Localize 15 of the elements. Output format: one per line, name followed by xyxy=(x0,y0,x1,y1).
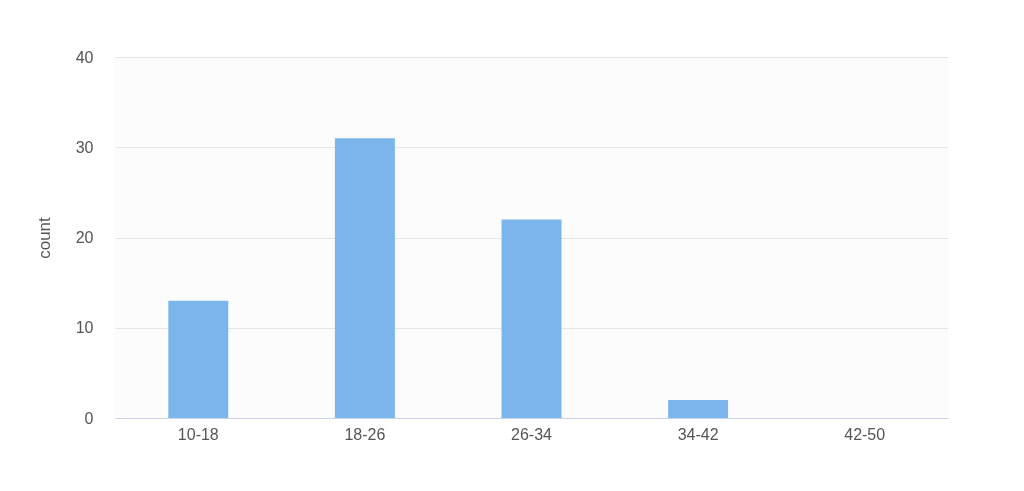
bar xyxy=(334,138,395,418)
y-tick-label: 20 xyxy=(75,229,94,246)
y-tick-label: 0 xyxy=(84,409,94,427)
y-axis-title: count xyxy=(34,216,54,259)
x-tick-label: 26-34 xyxy=(511,425,553,443)
x-tick-label: 18-26 xyxy=(344,425,386,443)
x-tick-label: 10-18 xyxy=(177,425,219,443)
y-tick-label: 10 xyxy=(75,319,94,337)
bar xyxy=(168,300,229,418)
x-tick-label: 34-42 xyxy=(677,425,719,443)
y-tick-label: 40 xyxy=(75,48,94,66)
bar xyxy=(501,219,562,418)
bar xyxy=(668,399,729,418)
y-tick-label: 30 xyxy=(75,138,94,156)
x-tick-label: 42-50 xyxy=(844,425,886,443)
